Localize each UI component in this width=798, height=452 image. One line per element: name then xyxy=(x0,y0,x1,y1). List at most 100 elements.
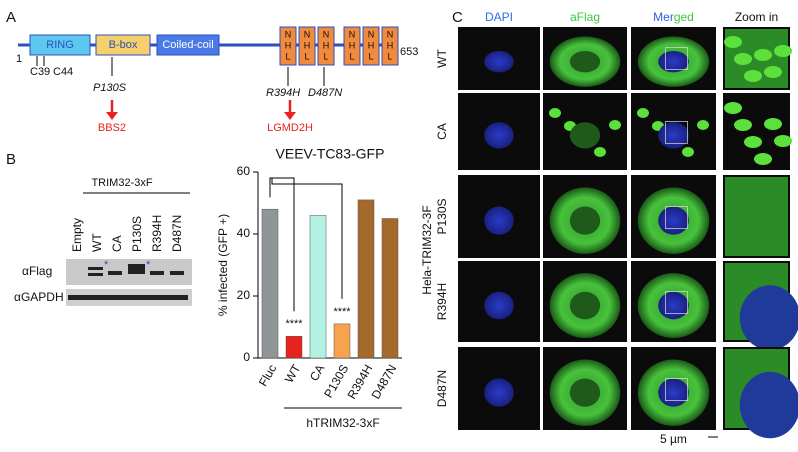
nhl-letter: H xyxy=(304,40,311,50)
group-label: hTRIM32-3xF xyxy=(306,416,379,430)
lane-label: D487N xyxy=(170,215,184,252)
aggregate xyxy=(764,66,782,78)
lane-label: Empty xyxy=(70,218,84,252)
nhl-letter: N xyxy=(285,29,292,39)
nucleus xyxy=(658,122,689,149)
lane-label: R394H xyxy=(150,215,164,252)
aggregate xyxy=(549,108,561,118)
aggregate xyxy=(697,120,709,130)
zoom-nucleus xyxy=(739,285,798,351)
panel-label: B xyxy=(6,151,16,168)
nhl-repeat xyxy=(298,26,316,66)
nucleus xyxy=(484,378,514,407)
aggregate xyxy=(774,45,792,57)
bar xyxy=(309,215,327,359)
row-label: CA xyxy=(435,123,449,140)
y-tick-label: 40 xyxy=(237,226,251,240)
aggregate xyxy=(724,36,742,48)
domain xyxy=(156,34,220,56)
row-label: D487N xyxy=(435,370,449,407)
panel-label: A xyxy=(6,9,16,26)
nucleus-shadow xyxy=(569,122,601,149)
residue-start: 1 xyxy=(16,53,22,65)
nhl-letter: L xyxy=(387,51,392,61)
lane-label: CA xyxy=(110,235,124,252)
nucleus xyxy=(484,291,514,320)
nhl-letter: H xyxy=(387,40,394,50)
y-tick-label: 60 xyxy=(237,164,251,178)
mutation: P130S xyxy=(93,82,127,94)
significance: **** xyxy=(333,306,351,318)
scale-label: 5 µm xyxy=(660,432,687,446)
aggregate xyxy=(774,135,792,147)
aggregate xyxy=(609,120,621,130)
domain xyxy=(29,34,91,56)
aggregate xyxy=(744,136,762,148)
nucleus xyxy=(658,291,689,320)
aggregate xyxy=(682,147,694,157)
aggregate xyxy=(734,119,752,131)
lane-label: WT xyxy=(90,233,104,252)
bar xyxy=(261,208,279,359)
nhl-letter: H xyxy=(285,40,292,50)
domain xyxy=(95,34,151,56)
domain-label: RING xyxy=(46,39,74,51)
zoom-box xyxy=(665,120,688,144)
zoom-box xyxy=(665,291,688,314)
column-header: Zoom in xyxy=(735,10,778,24)
nhl-letter: L xyxy=(368,51,373,61)
nucleus xyxy=(658,206,689,235)
column-header: DAPI xyxy=(485,10,513,24)
marker: * xyxy=(104,259,109,271)
nhl-letter: H xyxy=(368,40,375,50)
chart-title: VEEV-TC83-GFP xyxy=(276,146,385,162)
nhl-repeat xyxy=(362,26,380,66)
blot-row-label: αGAPDH xyxy=(14,290,64,304)
domain-label: Coiled-coil xyxy=(162,39,213,51)
aggregate xyxy=(754,49,772,61)
bar xyxy=(333,323,351,359)
zoom-nucleus xyxy=(739,371,798,439)
disease: LGMD2H xyxy=(267,122,313,134)
aggregate xyxy=(724,102,742,114)
marker: * xyxy=(146,259,151,271)
nhl-letter: N xyxy=(349,29,356,39)
aggregate xyxy=(764,118,782,130)
nhl-letter: N xyxy=(368,29,375,39)
y-axis-label: % infected (GFP +) xyxy=(216,214,230,316)
row-label: R394H xyxy=(435,283,449,320)
nhl-letter: L xyxy=(285,51,290,61)
zoom-box xyxy=(665,47,688,71)
residue-end: 653 xyxy=(400,46,418,58)
nucleus xyxy=(484,50,514,73)
cell-line-label: Hela-TRIM32-3F xyxy=(420,205,434,294)
zoom-box xyxy=(665,378,688,401)
aggregate xyxy=(734,53,752,65)
nhl-letter: L xyxy=(323,51,328,61)
column-header: aFlag xyxy=(570,10,600,24)
zoom-box xyxy=(665,206,688,229)
nhl-repeat xyxy=(343,26,361,66)
nucleus xyxy=(658,50,689,73)
x-tick-label: Fluc xyxy=(256,362,279,389)
bar xyxy=(285,336,303,359)
aggregate xyxy=(754,153,772,165)
panel-label: C xyxy=(452,9,463,26)
nhl-letter: N xyxy=(304,29,311,39)
y-tick-label: 20 xyxy=(237,288,251,302)
mutation: D487N xyxy=(308,87,342,99)
nhl-letter: N xyxy=(387,29,394,39)
blot-row-label: αFlag xyxy=(22,264,52,278)
lane-label: P130S xyxy=(130,216,144,252)
disease: BBS2 xyxy=(98,122,126,134)
zoom-texture xyxy=(725,177,788,256)
nhl-letter: L xyxy=(349,51,354,61)
significance: **** xyxy=(285,318,303,330)
nucleus-shadow xyxy=(569,206,601,235)
nhl-repeat xyxy=(317,26,335,66)
bands xyxy=(68,264,188,300)
mutation: C39 xyxy=(30,66,50,78)
comparison-bracket xyxy=(271,178,343,299)
aggregate xyxy=(594,147,606,157)
aggregate xyxy=(637,108,649,118)
